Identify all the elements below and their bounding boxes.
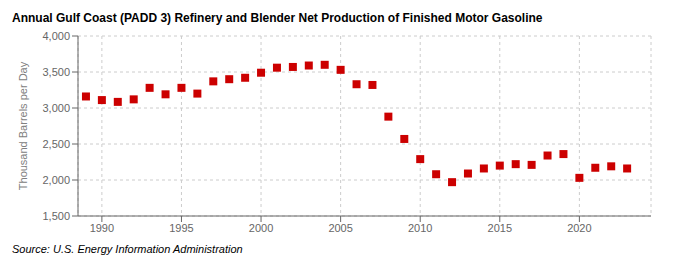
svg-text:2010: 2010	[408, 222, 432, 234]
svg-text:1990: 1990	[90, 222, 114, 234]
svg-text:2,500: 2,500	[42, 138, 70, 150]
svg-text:Thousand Barrels per Day: Thousand Barrels per Day	[17, 61, 29, 190]
svg-text:2000: 2000	[249, 222, 273, 234]
svg-text:1995: 1995	[169, 222, 193, 234]
svg-text:4,000: 4,000	[42, 30, 70, 42]
html-text:Annual Gulf Coast (PADD 3) Ref: Annual Gulf Coast (PADD 3) Refinery and …	[12, 11, 543, 25]
svg-text:2020: 2020	[567, 222, 591, 234]
svg-text:2015: 2015	[488, 222, 512, 234]
svg-text:2005: 2005	[328, 222, 352, 234]
svg-text:2,000: 2,000	[42, 174, 70, 186]
svg-text:3,500: 3,500	[42, 66, 70, 78]
svg-text:3,000: 3,000	[42, 102, 70, 114]
html-text:Source: U.S. Energy Informatio: Source: U.S. Energy Information Administ…	[12, 243, 243, 255]
svg-text:1,500: 1,500	[42, 210, 70, 222]
